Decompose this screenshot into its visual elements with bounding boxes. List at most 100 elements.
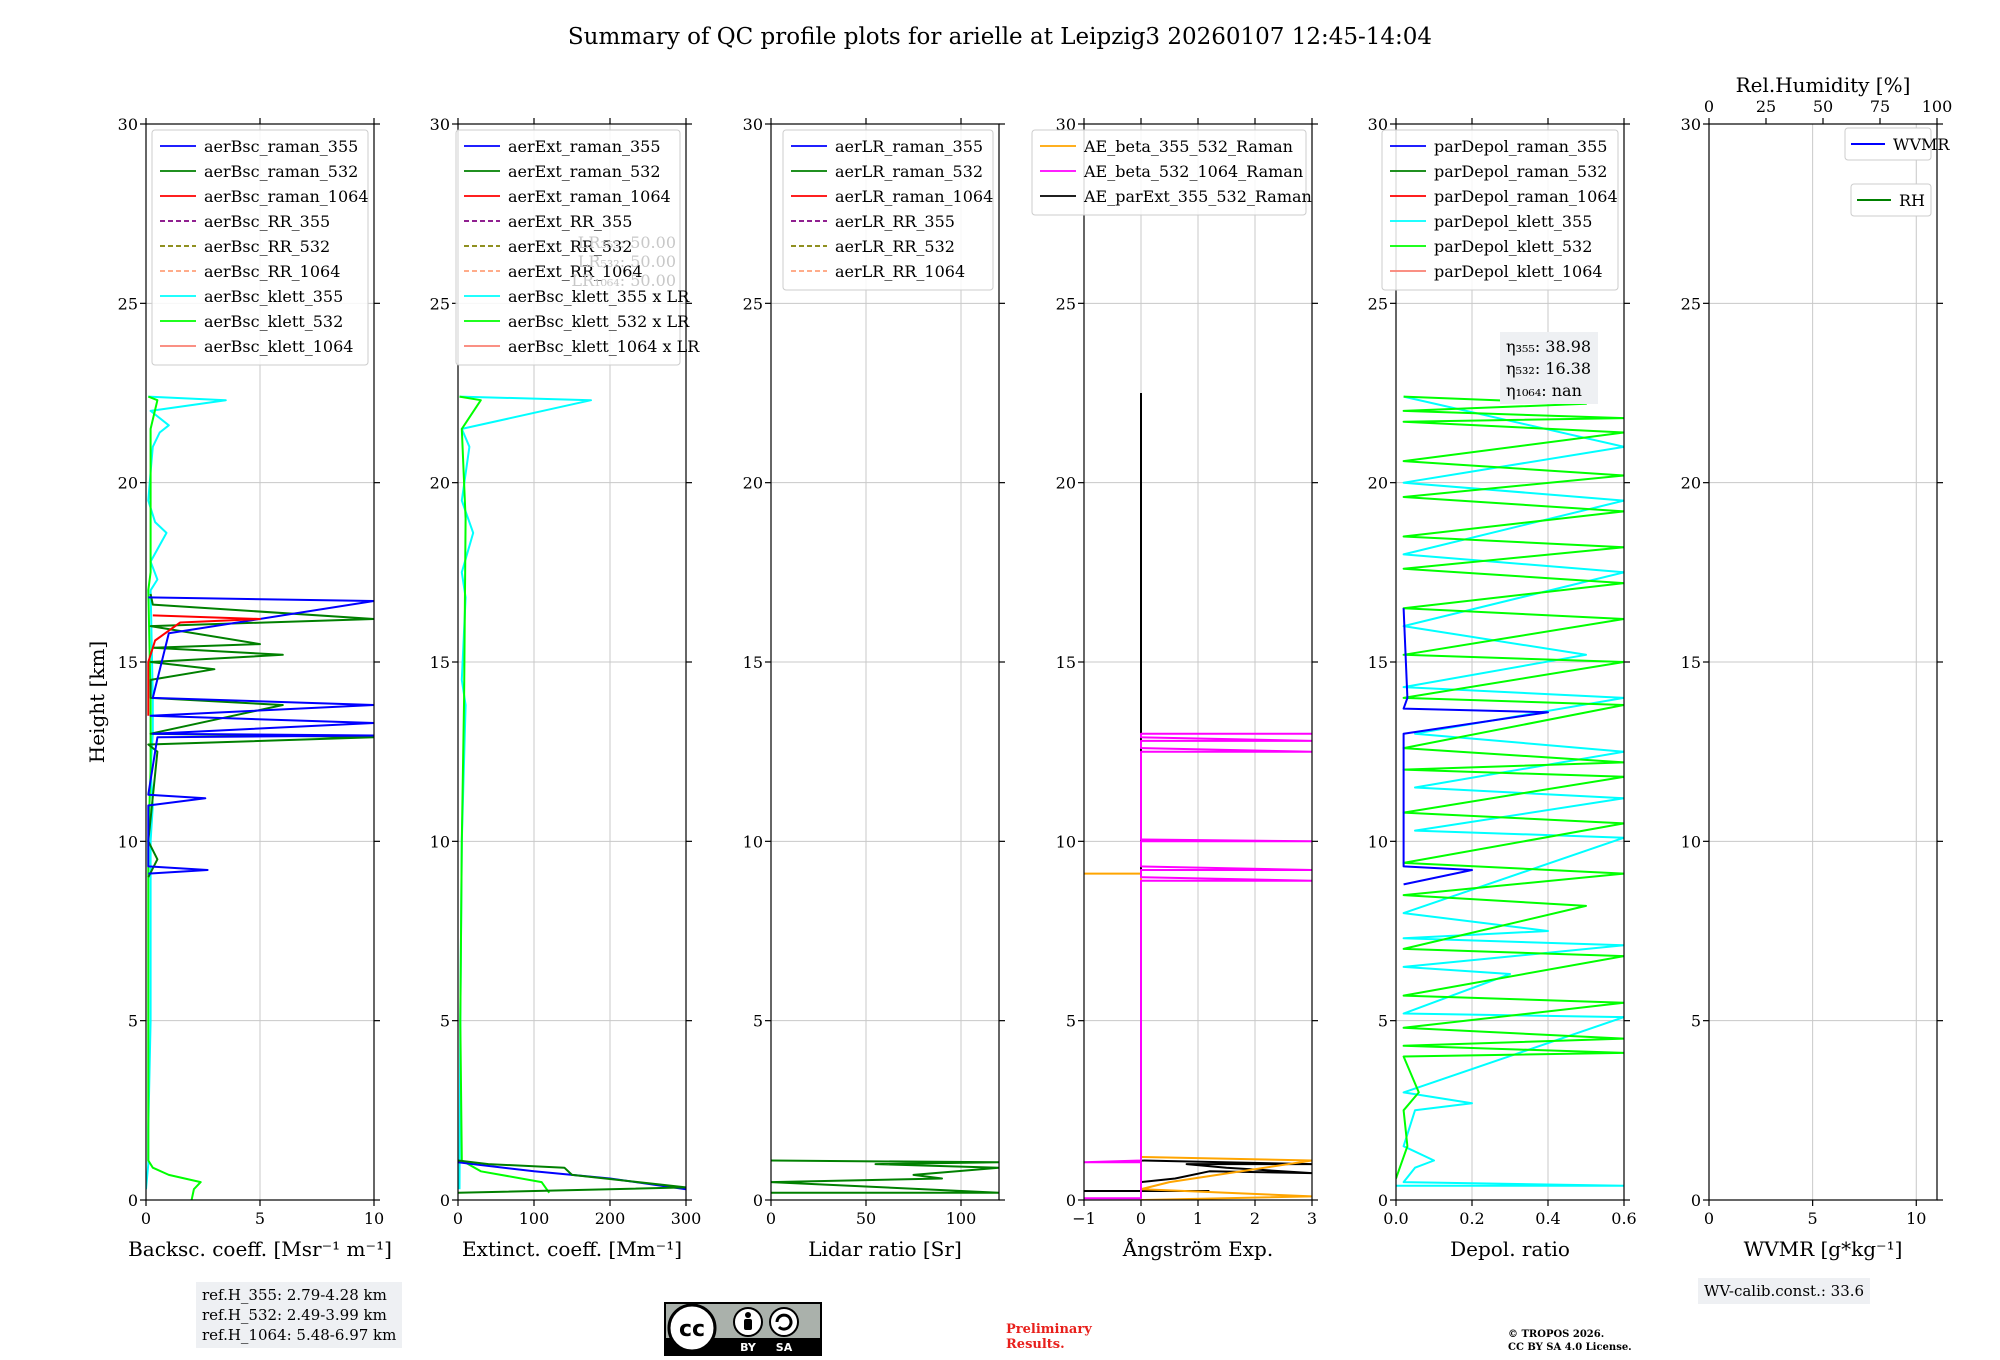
eta-label: η₃₅₅: 38.98 (1506, 337, 1591, 356)
legend-label: aerBsc_klett_355 x LR (508, 287, 690, 306)
legend-box (151, 129, 369, 366)
ticks-backscatter (140, 118, 380, 1206)
legend-label: parDepol_klett_355 (1434, 212, 1592, 231)
legend-label: aerExt_RR_532 (508, 237, 632, 256)
legend-label: AE_parExt_355_532_Raman (1083, 187, 1312, 206)
legend-extinction: aerExt_raman_355 aerExt_raman_532 aerExt_r… (455, 129, 700, 366)
sa-icon (769, 1307, 799, 1337)
legend-label: aerExt_RR_355 (508, 212, 632, 231)
series-group-extinction (458, 395, 686, 1194)
y-tick-label: 10 (1056, 832, 1076, 851)
y-tick-label: 5 (1378, 1012, 1388, 1031)
series-line-aerExt_raman_532 (458, 1159, 686, 1194)
x-tick-label: 5 (255, 1209, 265, 1228)
x-axis-label-lidar_ratio: Lidar ratio [Sr] (808, 1237, 962, 1261)
x-tick-label: 50 (856, 1209, 876, 1228)
x-tick-label: 0 (453, 1209, 463, 1228)
x-tick-label: 0.4 (1535, 1209, 1560, 1228)
series-group-depol (1396, 395, 1624, 1187)
legend-label: WVMR (1893, 135, 1950, 154)
legend-label: aerBsc_klett_532 (204, 312, 343, 331)
legend-label: aerBsc_raman_1064 (204, 187, 369, 206)
cc-icon (667, 1303, 717, 1353)
y-tick-label: 20 (1681, 474, 1701, 493)
series-line-aerLR_raman_532 (771, 1159, 999, 1194)
y-tick-label: 5 (440, 1012, 450, 1031)
legend-label: parDepol_raman_1064 (1434, 187, 1618, 206)
grid-lidar_ratio (771, 124, 999, 1200)
wv-calib-text: WV-calib.const.: 33.6 (1704, 1282, 1865, 1300)
top-tick-label: 0 (1704, 97, 1714, 116)
series-line-aerBsc_klett_355 (146, 395, 227, 1190)
legend-wvmr: WVMR RH (1844, 127, 1950, 217)
y-tick-label: 15 (1681, 653, 1701, 672)
y-tick-label: 30 (743, 115, 763, 134)
legend-depol: parDepol_raman_355 parDepol_raman_532 parD… (1381, 129, 1619, 291)
x-tick-label: 300 (671, 1209, 702, 1228)
y-tick-label: 15 (743, 653, 763, 672)
eta-label: η₁₀₆₄: nan (1506, 381, 1582, 400)
top-tick-label: 25 (1756, 97, 1776, 116)
copyright-note: © TROPOS 2026. CC BY SA 4.0 License. (1508, 1328, 1632, 1354)
legend-label: aerLR_raman_355 (835, 137, 983, 156)
legend-label: aerExt_RR_1064 (508, 262, 643, 281)
y-tick-label: 10 (430, 832, 450, 851)
y-tick-label: 0 (1066, 1191, 1076, 1210)
y-tick-label: 30 (1681, 115, 1701, 134)
wv-calib-box: WV-calib.const.: 33.6 (1698, 1278, 1871, 1304)
y-tick-label: 30 (430, 115, 450, 134)
legend-label: aerLR_RR_355 (835, 212, 955, 231)
series-group-backscatter (146, 395, 374, 1200)
y-tick-label: 10 (743, 832, 763, 851)
legend-label: aerBsc_RR_355 (204, 212, 330, 231)
legend-label: aerLR_RR_1064 (835, 262, 965, 281)
legend-label: aerBsc_RR_1064 (204, 262, 340, 281)
x-tick-label: 2 (1250, 1209, 1260, 1228)
y-tick-label: 5 (128, 1012, 138, 1031)
legend-label: parDepol_klett_1064 (1434, 262, 1603, 281)
y-tick-label: 30 (1368, 115, 1388, 134)
lr-annotation: LR₃₅₅: 50.00 (578, 233, 676, 252)
top-tick-label: 50 (1813, 97, 1833, 116)
series-line-AE_parExt_355_532_Raman (1084, 393, 1312, 1192)
y-tick-label: 20 (743, 474, 763, 493)
legend-label: aerBsc_raman_355 (204, 137, 358, 156)
cc-license-badge: cc BY SA (664, 1302, 822, 1356)
x-tick-label: 0.2 (1459, 1209, 1484, 1228)
series-line-aerBsc_klett_532 x LR (459, 395, 551, 1194)
cc-sa-label: SA (776, 1341, 793, 1354)
y-tick-label: 25 (1056, 294, 1076, 313)
y-tick-label: 25 (430, 294, 450, 313)
series-line-aerBsc_klett_355 x LR (458, 395, 592, 1190)
cc-icon-text: cc (679, 1317, 705, 1342)
x-axis-label-wvmr: WVMR [g*kg⁻¹] (1744, 1237, 1903, 1261)
grid-angstrom (1084, 124, 1312, 1200)
x-axis-label-depol: Depol. ratio (1450, 1237, 1570, 1261)
top-tick-label: 100 (1922, 97, 1953, 116)
y-tick-label: 20 (430, 474, 450, 493)
legend-label: aerExt_raman_532 (508, 162, 661, 181)
copyright-line-1: © TROPOS 2026. (1508, 1329, 1605, 1340)
x-tick-label: 0.6 (1611, 1209, 1636, 1228)
series-line-aerBsc_raman_355 (147, 596, 374, 875)
ref-height-1064: ref.H_1064: 5.48-6.97 km (202, 1326, 397, 1344)
series-line-parDepol_raman_355 (1402, 608, 1549, 886)
legend-label: aerBsc_klett_1064 x LR (508, 337, 700, 356)
legend-label: aerExt_raman_355 (508, 137, 661, 156)
legend-label: parDepol_raman_355 (1434, 137, 1607, 156)
legend-angstrom: AE_beta_355_532_Raman AE_beta_532_1064_Ra… (1031, 129, 1312, 216)
preliminary-line-1: Preliminary (1006, 1322, 1092, 1337)
ref-height-355: ref.H_355: 2.79-4.28 km (202, 1286, 387, 1304)
y-tick-label: 30 (1056, 115, 1076, 134)
legend-lidar_ratio: aerLR_raman_355 aerLR_raman_532 aerLR_rama… (782, 129, 994, 291)
legend-label: aerBsc_klett_532 x LR (508, 312, 690, 331)
grid-wvmr (1709, 124, 1937, 1200)
series-line-AE_beta_532_1064_Raman (1084, 732, 1312, 1200)
ref-heights-box: ref.H_355: 2.79-4.28 km ref.H_532: 2.49-… (196, 1282, 403, 1348)
lr-annotation: LR₅₃₂: 50.00 (578, 252, 676, 271)
